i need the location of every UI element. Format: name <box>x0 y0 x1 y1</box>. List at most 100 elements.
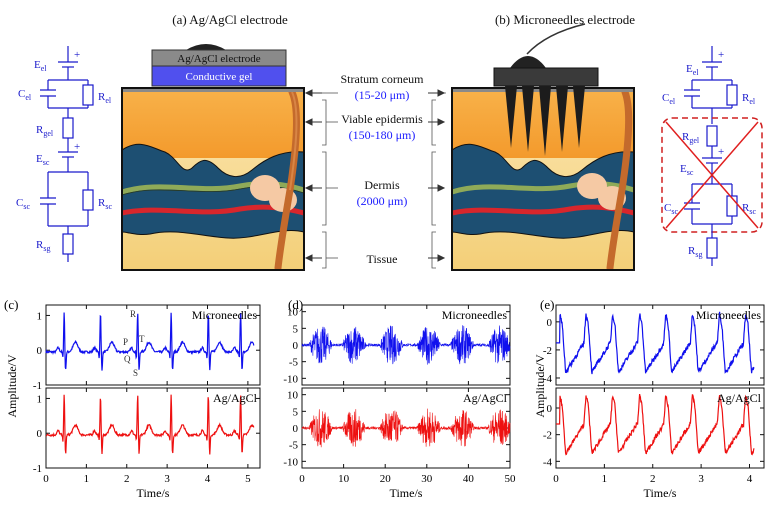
y-tick-label: -1 <box>33 463 42 475</box>
y-tick-label: -5 <box>289 440 299 452</box>
top-trace-Microneedles <box>301 325 511 365</box>
wave-annotation-Q: Q <box>124 354 131 364</box>
svg-text:Rel: Rel <box>742 92 756 106</box>
svg-text:+: + <box>718 146 724 158</box>
y-tick-label: 10 <box>287 390 299 402</box>
top-axes-frame <box>555 304 765 386</box>
svg-text:Rgel: Rgel <box>36 124 54 138</box>
svg-text:Cel: Cel <box>18 88 32 102</box>
epidermis-dim: (150-180 μm) <box>349 128 416 142</box>
x-tick-label: 3 <box>164 473 170 485</box>
y-tick-label: -10 <box>283 456 298 468</box>
agagcl-electrode: Ag/AgCl electrode Conductive gel <box>151 44 287 87</box>
wave-annotation-R: R <box>130 309 136 319</box>
y-tick-label: 0 <box>293 340 299 352</box>
x-tick-label: 50 <box>505 473 517 485</box>
y-tick-label: 0 <box>37 428 43 440</box>
y-tick-label: -1 <box>33 380 42 392</box>
y-tick-label: 1 <box>37 393 43 405</box>
y-tick-label: 0 <box>547 317 553 329</box>
panel-label: (d) <box>288 297 303 312</box>
svg-text:Rsc: Rsc <box>98 197 112 211</box>
y-tick-label: -4 <box>543 373 553 385</box>
svg-text:Esc: Esc <box>680 163 694 177</box>
panel-label: (e) <box>540 297 554 312</box>
svg-text:Rgel: Rgel <box>682 131 700 145</box>
series-label: Microneedles <box>192 308 258 322</box>
svg-text:Cel: Cel <box>662 92 676 106</box>
x-tick-label: 4 <box>747 473 753 485</box>
x-tick-label: 40 <box>463 473 475 485</box>
x-tick-label: 0 <box>553 473 559 485</box>
series-label: Microneedles <box>696 308 762 322</box>
y-tick-label: -5 <box>289 357 299 369</box>
top-trace-Microneedles <box>45 312 255 371</box>
y-tick-label: -2 <box>543 345 552 357</box>
electrode-label: Ag/AgCl electrode <box>177 53 261 65</box>
y-tick-label: -10 <box>283 373 298 385</box>
svg-text:Rsc: Rsc <box>742 202 756 216</box>
circuit-right: + Eel Cel Rel Rgel + Esc Csc Rsc Rsg <box>661 46 763 266</box>
x-tick-label: 4 <box>205 473 211 485</box>
y-tick-label: 10 <box>287 307 299 319</box>
x-tick-label: 1 <box>602 473 608 485</box>
x-tick-label: 3 <box>698 473 704 485</box>
bottom-axes-frame <box>45 387 261 469</box>
x-tick-label: 20 <box>380 473 392 485</box>
cross-out-icon <box>665 121 759 229</box>
top-trace-Microneedles <box>556 311 755 375</box>
svg-text:+: + <box>74 49 80 61</box>
x-tick-label: 30 <box>421 473 433 485</box>
dermis-label: Dermis <box>364 178 400 192</box>
stratum-dim: (15-20 μm) <box>355 88 410 102</box>
wave-annotation-T: T <box>139 334 145 344</box>
series-label: Ag/AgCl <box>717 391 762 405</box>
x-tick-label: 2 <box>124 473 130 485</box>
y-tick-label: 1 <box>37 310 43 322</box>
y-axis-label: Amplitude/V <box>5 354 19 418</box>
tissue-label: Tissue <box>367 252 398 266</box>
x-tick-label: 1 <box>84 473 90 485</box>
svg-text:+: + <box>718 49 724 61</box>
svg-text:Csc: Csc <box>664 202 678 216</box>
y-axis-label: Amplitude/V <box>533 354 547 418</box>
chart-panel-3: (e) -4 -2 0 Microneedles -4 -2 0 Ag/AgCl 0 1 2 3 4 Tim… <box>533 297 765 500</box>
svg-text:Rsg: Rsg <box>36 239 50 253</box>
x-tick-label: 0 <box>299 473 305 485</box>
panel-a-title: (a) Ag/AgCl electrode <box>172 12 288 27</box>
svg-text:+: + <box>74 141 80 153</box>
y-tick-label: -2 <box>543 430 552 442</box>
y-tick-label: 5 <box>293 406 299 418</box>
gel-label: Conductive gel <box>186 71 253 83</box>
x-tick-label: 10 <box>338 473 350 485</box>
x-axis-label: Time/s <box>390 486 423 500</box>
svg-text:Eel: Eel <box>34 59 47 73</box>
x-axis-label: Time/s <box>644 486 677 500</box>
y-tick-label: 0 <box>547 403 553 415</box>
bottom-trace-Ag/AgCl <box>45 394 255 455</box>
stratum-label: Stratum corneum <box>341 72 425 86</box>
bottom-trace-Ag/AgCl <box>301 408 511 448</box>
skin-block-a <box>121 87 305 271</box>
panel-b-title: (b) Microneedles electrode <box>495 12 635 27</box>
svg-text:Rsg: Rsg <box>688 245 702 259</box>
svg-text:Eel: Eel <box>686 63 699 77</box>
bottom-trace-Ag/AgCl <box>556 393 755 456</box>
microneedle-electrode <box>493 23 599 156</box>
series-label: Microneedles <box>442 308 508 322</box>
layer-labels: Stratum corneum (15-20 μm) Viable epider… <box>304 72 446 269</box>
epidermis-label: Viable epidermis <box>341 112 423 126</box>
panel-label: (c) <box>4 297 18 312</box>
series-label: Ag/AgCl <box>213 391 258 405</box>
dermis-dim: (2000 μm) <box>357 194 408 208</box>
x-tick-label: 5 <box>245 473 251 485</box>
y-tick-label: 0 <box>293 423 299 435</box>
top-axes-frame <box>45 304 261 386</box>
wave-annotation-S: S <box>133 368 138 378</box>
bottom-axes-frame <box>555 387 765 469</box>
x-tick-label: 0 <box>43 473 49 485</box>
y-tick-label: 0 <box>37 345 43 357</box>
